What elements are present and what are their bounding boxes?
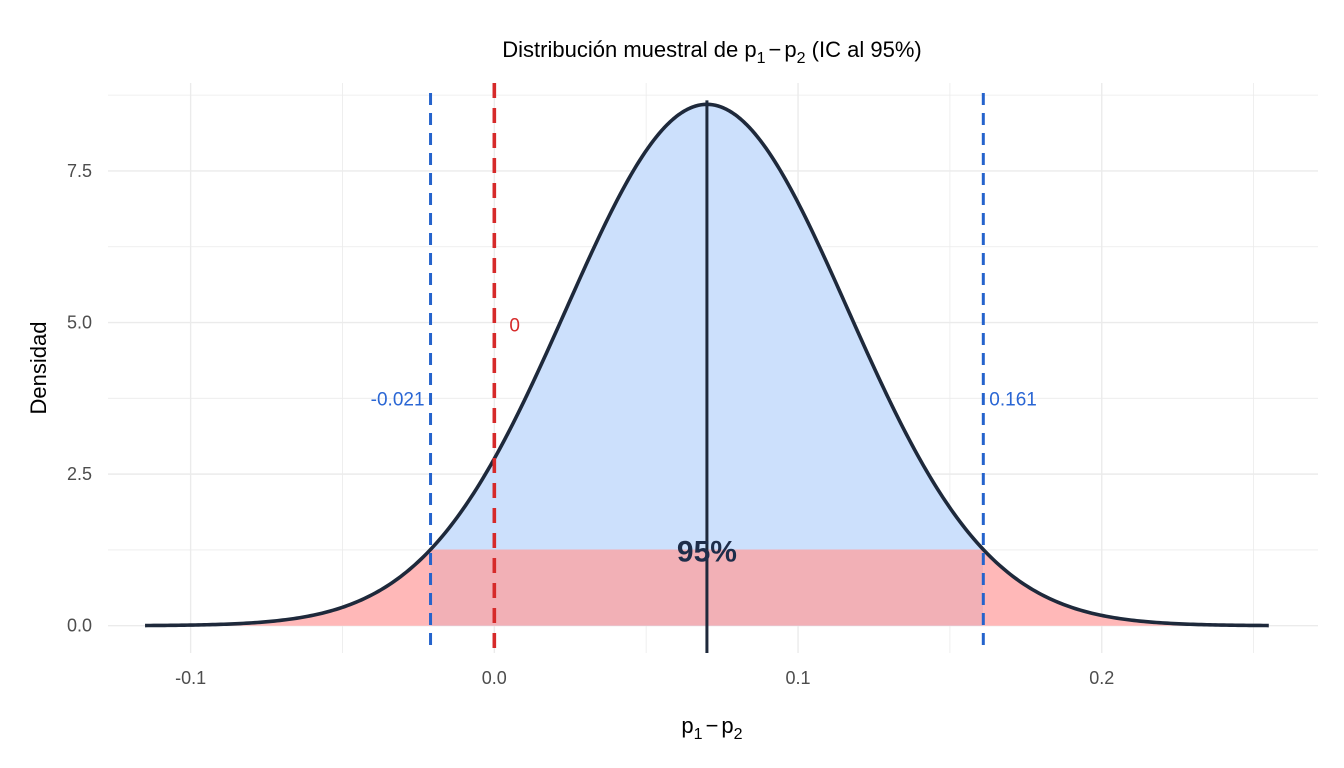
y-tick-label: 0.0 [67, 616, 92, 636]
right-tail-area [983, 549, 1269, 626]
x-tick-label: 0.2 [1089, 668, 1114, 688]
x-axis-title: p1− p2 [681, 713, 742, 743]
x-tick-label: -0.1 [175, 668, 206, 688]
x-tick-label: 0.0 [482, 668, 507, 688]
reference-lines [145, 83, 1269, 653]
y-axis-title: Densidad [26, 322, 51, 415]
chart-title: Distribución muestral de p1− p2 (IC al 95… [502, 37, 921, 67]
annotations: -0.021 0.161 0 95% [371, 316, 1037, 569]
chart-title-suffix: (IC al 95%) [806, 37, 922, 62]
chart-title-sub1: 1 [757, 50, 766, 67]
x-axis-title-p2: p [721, 713, 733, 738]
x-axis-title-p1: p [681, 713, 693, 738]
chart-title-p2: p [784, 37, 796, 62]
chart-title-prefix: Distribución muestral de [502, 37, 744, 62]
left-tail-area [145, 549, 431, 626]
x-tick-label: 0.1 [786, 668, 811, 688]
axes: -0.1 0.0 0.1 0.2 0.0 2.5 5.0 7.5 [67, 161, 1114, 688]
y-tick-label: 5.0 [67, 313, 92, 333]
y-tick-label: 7.5 [67, 161, 92, 181]
x-axis-title-sub2: 2 [734, 726, 743, 743]
x-axis-title-sub1: 1 [694, 726, 703, 743]
ci-lower-label: -0.021 [371, 389, 425, 410]
chart-title-sub2: 2 [797, 50, 806, 67]
y-tick-label: 2.5 [67, 464, 92, 484]
ci-percent-label: 95% [677, 536, 737, 569]
null-value-label: 0 [509, 316, 520, 337]
x-axis-title-minus: − [706, 713, 719, 738]
chart-title-p1: p [744, 37, 756, 62]
chart-title-minus: − [769, 37, 782, 62]
ci-upper-label: 0.161 [989, 389, 1037, 410]
